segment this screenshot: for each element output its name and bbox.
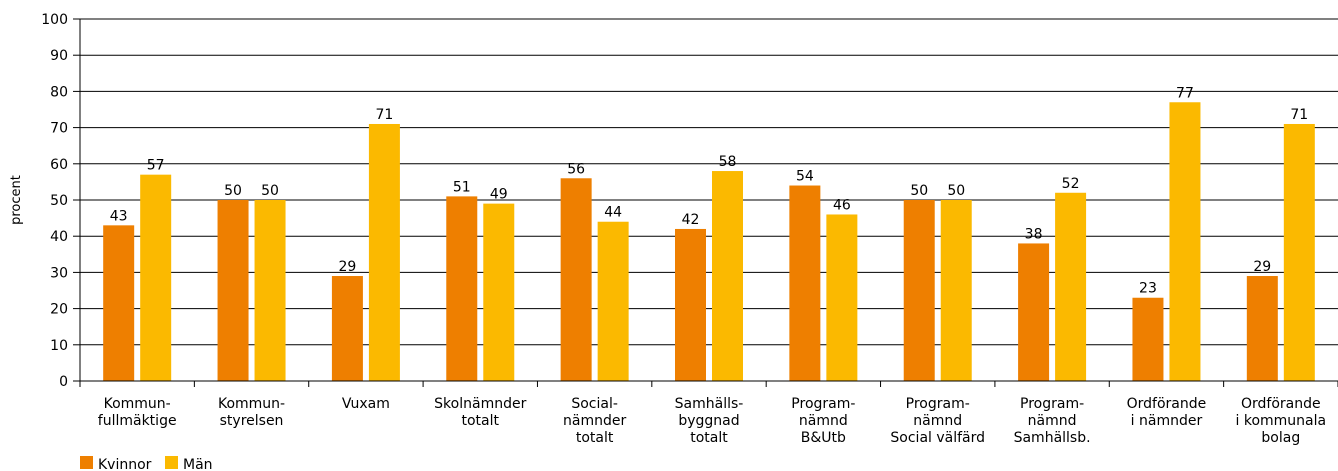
category-label: Social välfärd [890, 430, 985, 446]
y-tick-label: 0 [59, 374, 68, 390]
bar-män [826, 214, 858, 381]
gridlines [80, 18, 1338, 346]
bar-män [254, 200, 286, 381]
category-label: Samhälls- [675, 396, 744, 412]
category-label: Kommun- [104, 396, 171, 412]
bar-män [712, 171, 743, 381]
bar-kvinnor [103, 225, 135, 381]
category-label: Vuxam [342, 396, 390, 412]
category-label: Skolnämnder [434, 396, 526, 412]
category-label: nämnd [1028, 413, 1077, 429]
y-tick-label: 80 [50, 84, 68, 100]
category-label: Program- [791, 396, 855, 412]
bar-män [940, 200, 972, 381]
bar-kvinnor [446, 196, 478, 381]
value-label: 43 [110, 208, 128, 224]
category-label: totalt [462, 413, 500, 429]
value-label: 51 [453, 179, 471, 195]
value-label: 50 [910, 183, 928, 199]
value-label: 71 [375, 107, 393, 123]
value-label: 42 [682, 212, 700, 228]
value-label: 52 [1062, 176, 1080, 192]
value-labels: 43 57 50 50 29 71 51 49 56 44 42 58 54 46 50 50 38 52 23 77… [110, 85, 1308, 296]
value-label: 71 [1290, 107, 1308, 123]
category-label: Kommun- [218, 396, 285, 412]
value-label: 56 [567, 161, 585, 177]
value-label: 23 [1139, 281, 1157, 297]
bar-kvinnor [331, 276, 363, 381]
bar-män [483, 203, 515, 381]
bar-kvinnor [1132, 297, 1164, 381]
bars [103, 102, 1315, 381]
bar-kvinnor [903, 200, 935, 381]
category-label: nämnd [913, 413, 962, 429]
x-axis [79, 19, 1338, 387]
y-axis-label: procent [9, 175, 24, 225]
category-label: styrelsen [220, 413, 284, 429]
bar-män [140, 174, 172, 381]
category-label: bolag [1261, 430, 1300, 446]
legend-swatch-män [165, 456, 178, 469]
value-label: 44 [604, 205, 622, 221]
category-label: totalt [576, 430, 614, 446]
category-label: byggnad [678, 413, 739, 429]
value-label: 57 [147, 158, 165, 174]
value-label: 77 [1176, 85, 1194, 101]
bar-män [368, 123, 400, 381]
bar-kvinnor [675, 228, 706, 381]
category-label: totalt [690, 430, 728, 446]
bar-män [1055, 192, 1087, 381]
bar-män [1169, 102, 1201, 381]
value-label: 46 [833, 197, 851, 213]
category-label: i nämnder [1131, 413, 1203, 429]
category-label: Program- [906, 396, 970, 412]
value-label: 50 [261, 183, 279, 199]
value-label: 49 [490, 187, 508, 203]
category-label: Social- [571, 396, 618, 412]
y-tick-label: 10 [50, 338, 68, 354]
y-tick-label: 20 [50, 302, 68, 318]
legend-label-män: Män [183, 457, 213, 471]
value-label: 38 [1025, 226, 1043, 242]
category-label: i kommunala [1236, 413, 1327, 429]
legend-label-kvinnor: Kvinnor [98, 457, 152, 471]
category-label: B&Utb [801, 430, 846, 446]
category-label: Ordförande [1241, 396, 1321, 412]
y-tick-label: 30 [50, 265, 68, 281]
y-tick-label: 90 [50, 48, 68, 64]
y-tick-label: 70 [50, 121, 68, 137]
bar-män [597, 221, 629, 381]
category-label: nämnder [563, 413, 626, 429]
y-tick-label: 60 [50, 157, 68, 173]
value-label: 50 [947, 183, 965, 199]
bar-kvinnor [1018, 243, 1050, 381]
legend-swatch-kvinnor [80, 456, 93, 469]
legend: Kvinnor Män [80, 456, 213, 471]
bar-kvinnor [560, 178, 592, 381]
bar-kvinnor [789, 185, 821, 381]
value-label: 54 [796, 169, 814, 185]
value-label: 58 [719, 154, 737, 170]
value-label: 50 [224, 183, 242, 199]
y-tick-label: 50 [50, 193, 68, 209]
y-tick-label: 100 [41, 12, 68, 28]
bar-kvinnor [217, 200, 249, 381]
bar-män [1283, 123, 1315, 381]
y-tick-label: 40 [50, 229, 68, 245]
category-label: Ordförande [1127, 396, 1207, 412]
category-label: fullmäktige [98, 413, 177, 429]
value-label: 29 [338, 259, 356, 275]
bar-kvinnor [1246, 276, 1278, 381]
category-label: Program- [1020, 396, 1084, 412]
value-label: 29 [1253, 259, 1271, 275]
category-label: nämnd [799, 413, 848, 429]
y-axis-ticks: 0 10 20 30 40 50 60 70 80 90 100 [41, 12, 80, 390]
category-label: Samhällsb. [1014, 430, 1091, 446]
